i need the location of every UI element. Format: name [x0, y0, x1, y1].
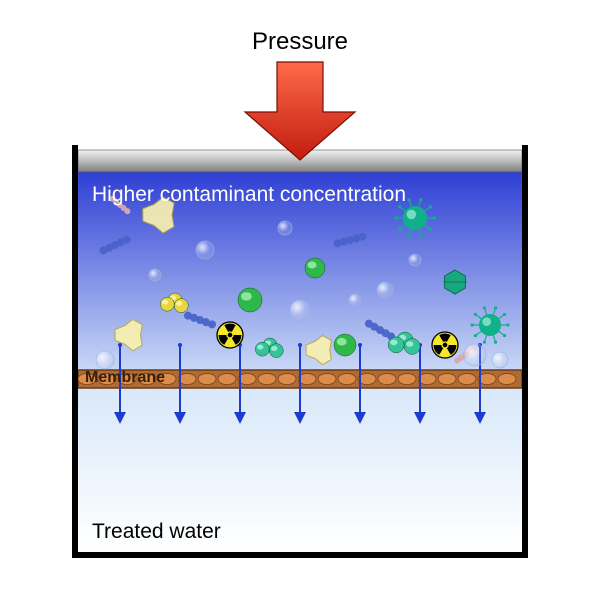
lower-region-label: Treated water — [92, 520, 221, 544]
upper-region-label: Higher contaminant concentration — [92, 183, 406, 207]
membrane-label: Membrane — [85, 369, 165, 387]
pressure-label: Pressure — [0, 28, 600, 56]
diagram-svg — [0, 0, 600, 600]
diagram-canvas: Pressure Higher contaminant concentratio… — [0, 0, 600, 600]
